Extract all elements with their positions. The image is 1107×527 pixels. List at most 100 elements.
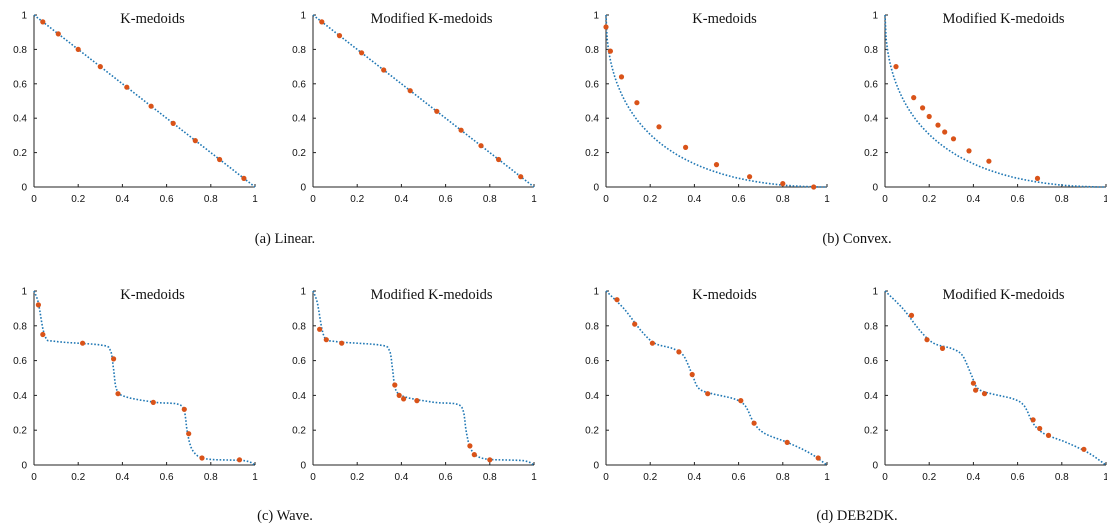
data-point (920, 105, 926, 111)
data-point (751, 420, 757, 426)
x-tick-label: 0.8 (204, 194, 218, 205)
chart-panel-1: 0 0.2 0.4 0.6 0.8 1 0 0.2 0.4 0.6 0.8 1 K-medoids (13, 11, 258, 206)
x-tick-label: 0.6 (732, 472, 746, 483)
data-point (236, 457, 243, 463)
data-point (784, 439, 790, 445)
x-tick-label: 0.6 (732, 194, 746, 205)
y-tick-label: 1 (593, 287, 599, 298)
data-point (186, 431, 192, 437)
data-point (241, 175, 247, 181)
y-tick-label: 0.4 (585, 114, 599, 125)
data-point (124, 84, 130, 90)
x-tick-label: 0.2 (922, 194, 936, 205)
y-tick-label: 1 (872, 11, 878, 22)
x-tick-label: 0.6 (160, 194, 174, 205)
pareto-front-curve (884, 14, 1106, 188)
data-point (458, 127, 464, 133)
x-tick-label: 0.8 (483, 472, 497, 483)
chart-panel-8: 0 0.2 0.4 0.6 0.8 1 0 0.2 0.4 0.6 0.8 1 Modified K-m… (864, 287, 1107, 484)
x-tick-label: 0.2 (71, 472, 85, 483)
x-tick-label: 0.4 (687, 194, 701, 205)
data-point (966, 148, 972, 154)
x-tick-label: 0 (882, 194, 888, 205)
data-point (115, 391, 121, 397)
y-tick-label: 0 (21, 461, 27, 472)
x-tick-label: 1 (531, 472, 537, 483)
y-tick-label: 1 (21, 287, 27, 298)
y-tick-label: 0.6 (13, 79, 27, 90)
y-tick-label: 0.8 (292, 321, 306, 332)
data-point (1037, 425, 1043, 432)
data-point (632, 321, 638, 327)
pareto-front-curve (605, 14, 827, 188)
y-tick-label: 0.6 (585, 356, 599, 367)
data-point (924, 337, 930, 343)
data-point (986, 158, 992, 164)
x-tick-label: 1 (824, 194, 830, 205)
chart-panel-7: 0 0.2 0.4 0.6 0.8 1 0 0.2 0.4 0.6 0.8 1 K-medoids (585, 287, 830, 484)
data-point (649, 340, 656, 346)
chart-title: K-medoids (692, 287, 757, 303)
x-tick-label: 0.4 (115, 472, 129, 483)
pareto-front-curve (605, 290, 828, 466)
data-point (614, 297, 620, 303)
x-tick-label: 0.8 (483, 194, 497, 205)
y-tick-label: 0 (21, 183, 27, 194)
y-tick-label: 0.6 (292, 356, 306, 367)
chart-title: Modified K-medoids (370, 11, 492, 27)
x-tick-label: 0 (603, 194, 609, 205)
y-tick-label: 0 (300, 461, 306, 472)
data-point (471, 452, 477, 458)
data-point (811, 184, 817, 190)
x-tick-label: 0.2 (643, 472, 657, 483)
data-point (317, 326, 323, 332)
data-point (339, 340, 345, 346)
data-point (111, 356, 117, 362)
x-tick-label: 0.4 (966, 194, 980, 205)
chart-title: Modified K-medoids (942, 11, 1064, 27)
x-tick-label: 0.2 (643, 194, 657, 205)
x-tick-label: 0 (603, 472, 609, 483)
data-point (950, 136, 957, 142)
x-tick-label: 0.2 (71, 194, 85, 205)
data-point (893, 64, 899, 70)
y-tick-label: 1 (872, 287, 878, 298)
data-point (336, 33, 343, 39)
data-point (911, 95, 917, 101)
data-point (634, 100, 640, 106)
caption-convex: (b) Convex. (822, 231, 891, 247)
chart-panel-3: 0 0.2 0.4 0.6 0.8 1 0 0.2 0.4 0.6 0.8 1 K-medoids (585, 11, 830, 206)
pareto-front-curve (884, 290, 1107, 466)
data-point (217, 156, 223, 163)
data-point (181, 406, 187, 412)
data-point (603, 24, 609, 30)
data-point (747, 174, 753, 180)
y-tick-label: 0.4 (292, 114, 306, 125)
x-tick-label: 0.8 (204, 472, 218, 483)
data-point (467, 443, 473, 449)
x-tick-label: 1 (252, 472, 258, 483)
data-point (35, 302, 42, 308)
x-tick-label: 0 (31, 472, 37, 483)
y-tick-label: 0.8 (13, 321, 27, 332)
y-tick-label: 1 (21, 11, 27, 22)
chart-panel-5: 0 0.2 0.4 0.6 0.8 1 0 0.2 0.4 0.6 0.8 1 K-medoids (13, 287, 258, 484)
data-point (815, 455, 821, 461)
y-tick-label: 0.2 (585, 426, 599, 437)
x-tick-label: 0.4 (687, 472, 701, 483)
x-tick-label: 0.4 (966, 472, 980, 483)
data-point (478, 143, 484, 149)
y-tick-label: 1 (593, 11, 599, 22)
data-point (683, 144, 689, 150)
data-point (939, 345, 946, 351)
x-tick-label: 0.6 (160, 472, 174, 483)
x-tick-label: 1 (1103, 194, 1107, 205)
y-tick-label: 0 (872, 183, 878, 194)
chart-title: Modified K-medoids (942, 287, 1064, 303)
chart-panel-4: 0 0.2 0.4 0.6 0.8 1 0 0.2 0.4 0.6 0.8 1 Modified K-m… (864, 11, 1107, 206)
data-point (487, 457, 493, 463)
x-tick-label: 1 (252, 194, 258, 205)
y-tick-label: 0 (593, 183, 599, 194)
data-point (192, 138, 198, 144)
data-point (618, 74, 625, 80)
